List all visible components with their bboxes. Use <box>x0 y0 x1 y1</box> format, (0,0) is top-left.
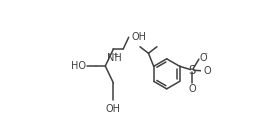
Text: OH: OH <box>132 32 147 42</box>
Text: O: O <box>199 53 207 63</box>
Text: +: + <box>113 51 118 58</box>
Text: O: O <box>204 66 211 76</box>
Text: S: S <box>188 64 196 77</box>
Text: O: O <box>188 84 196 94</box>
Text: HO: HO <box>71 61 86 71</box>
Text: NH: NH <box>107 53 121 63</box>
Text: ⁻: ⁻ <box>203 51 207 60</box>
Text: OH: OH <box>106 104 121 114</box>
